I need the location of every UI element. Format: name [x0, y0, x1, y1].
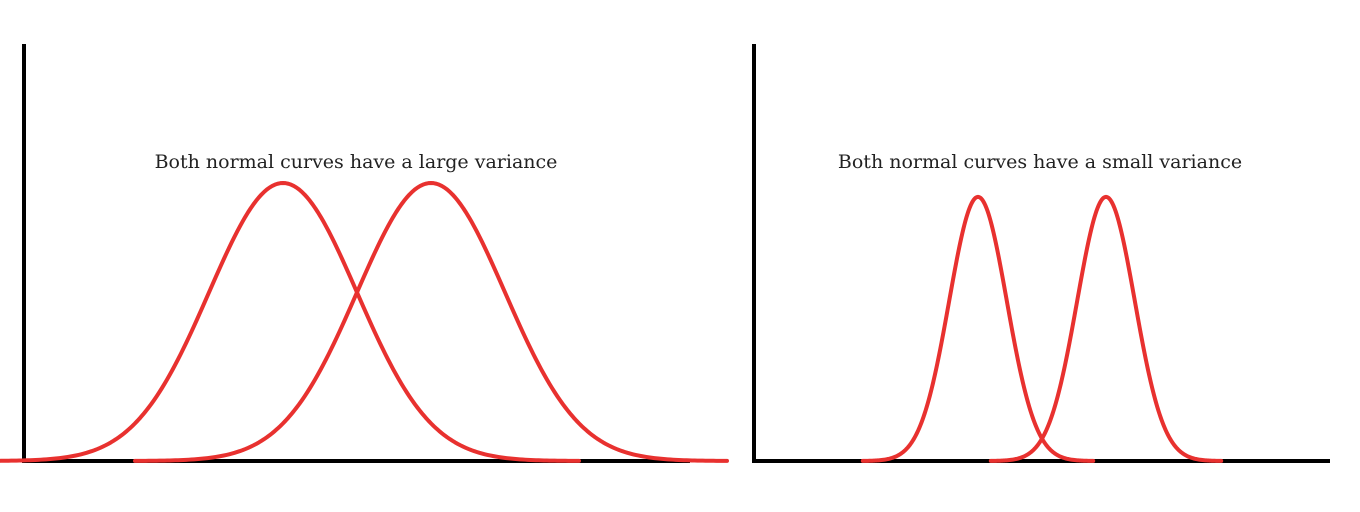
series-layer: [860, 194, 1224, 463]
chart-title: Both normal curves have a small variance: [838, 151, 1242, 173]
chart-panel-large-variance: Both normal curves have a large variance: [0, 44, 729, 463]
normal-curve-2: [988, 194, 1224, 463]
normal-curve-1: [860, 194, 1096, 463]
chart-title: Both normal curves have a large variance: [155, 151, 558, 173]
normal-curve-2: [133, 181, 729, 463]
normal-curve-1: [0, 181, 581, 463]
chart-panel-small-variance: Both normal curves have a small variance: [752, 44, 1330, 463]
series-layer: [0, 181, 729, 463]
